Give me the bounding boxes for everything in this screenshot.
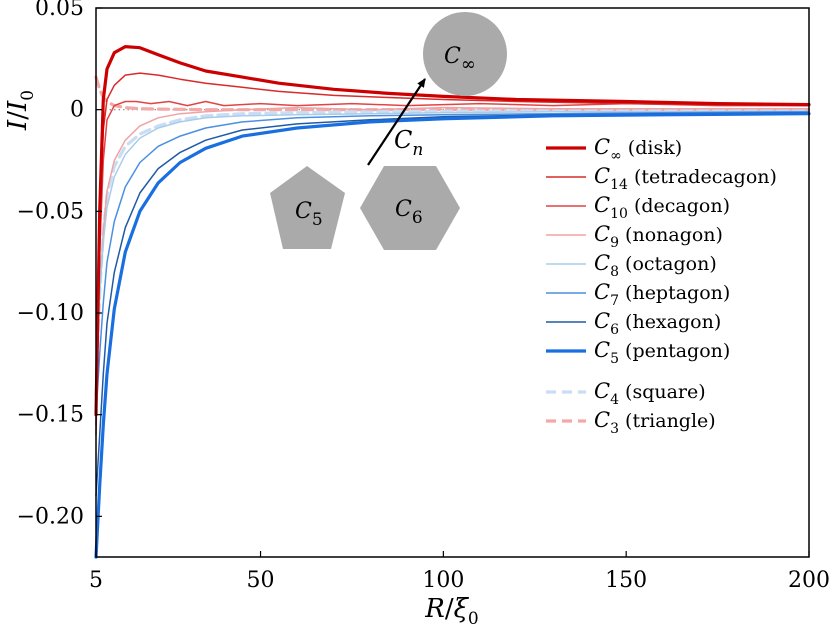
disk-shape: C∞ [423, 12, 507, 96]
series-line-hexagon [95, 111, 810, 497]
x-tick-label: 150 [605, 568, 647, 593]
legend-label: C7 (heptagon) [594, 280, 730, 309]
pentagon-shape-subscript: 5 [312, 210, 323, 230]
arrow-label: Cn [394, 126, 423, 160]
pentagon-shape: C5 [270, 166, 345, 249]
svg-text:C5: C5 [295, 199, 323, 230]
legend-label: C∞ (disk) [594, 135, 682, 164]
y-tick-label: 0.05 [35, 0, 84, 21]
y-tick-label: −0.10 [17, 301, 84, 326]
svg-text:C∞: C∞ [444, 44, 476, 75]
legend-label: C8 (octagon) [594, 251, 717, 280]
hexagon-shape-subscript: 6 [412, 208, 423, 228]
disk-shape-subscript: ∞ [461, 54, 476, 75]
legend-label: C10 (decagon) [594, 193, 730, 222]
y-tick-label: −0.15 [17, 403, 84, 428]
svg-text:C6: C6 [395, 197, 423, 228]
x-tick-label: 100 [422, 568, 464, 593]
series-line-disk [94, 45, 811, 417]
y-tick-label: −0.20 [17, 504, 84, 529]
x-tick-label: 5 [89, 568, 103, 593]
y-axis-label: I/I0 [3, 90, 38, 131]
legend-label: C9 (nonagon) [594, 222, 723, 251]
hexagon-shape: C6 [360, 166, 460, 250]
legend: C∞ (disk)C14 (tetradecagon)C10 (decagon)… [546, 135, 777, 437]
legend-label: C5 (pentagon) [594, 338, 730, 367]
legend-label: C4 (square) [594, 379, 706, 408]
series-group [94, 45, 811, 559]
legend-label: C14 (tetradecagon) [594, 164, 777, 193]
series-line-octagon [95, 110, 810, 375]
series-line-nonagon [95, 106, 810, 375]
plot-frame [95, 7, 810, 558]
x-axis-label: R/ξ0 [424, 594, 479, 625]
y-tick-label: −0.05 [17, 199, 84, 224]
x-tick-label: 200 [788, 568, 830, 593]
series-line-decagon [95, 100, 810, 436]
x-tick-label: 50 [247, 568, 275, 593]
series-line-heptagon [95, 110, 810, 416]
legend-label: C3 (triangle) [594, 408, 716, 437]
y-tick-label: 0 [70, 98, 84, 123]
series-line-pentagon [94, 112, 811, 559]
legend-label: C6 (hexagon) [594, 309, 721, 338]
series-line-tetradecagon [95, 72, 810, 426]
ticks-group: 5 50 100 150 200 0.05 0 −0.05 −0.10 −0.15 −0.20 [17, 0, 830, 593]
direction-arrow [367, 78, 426, 166]
